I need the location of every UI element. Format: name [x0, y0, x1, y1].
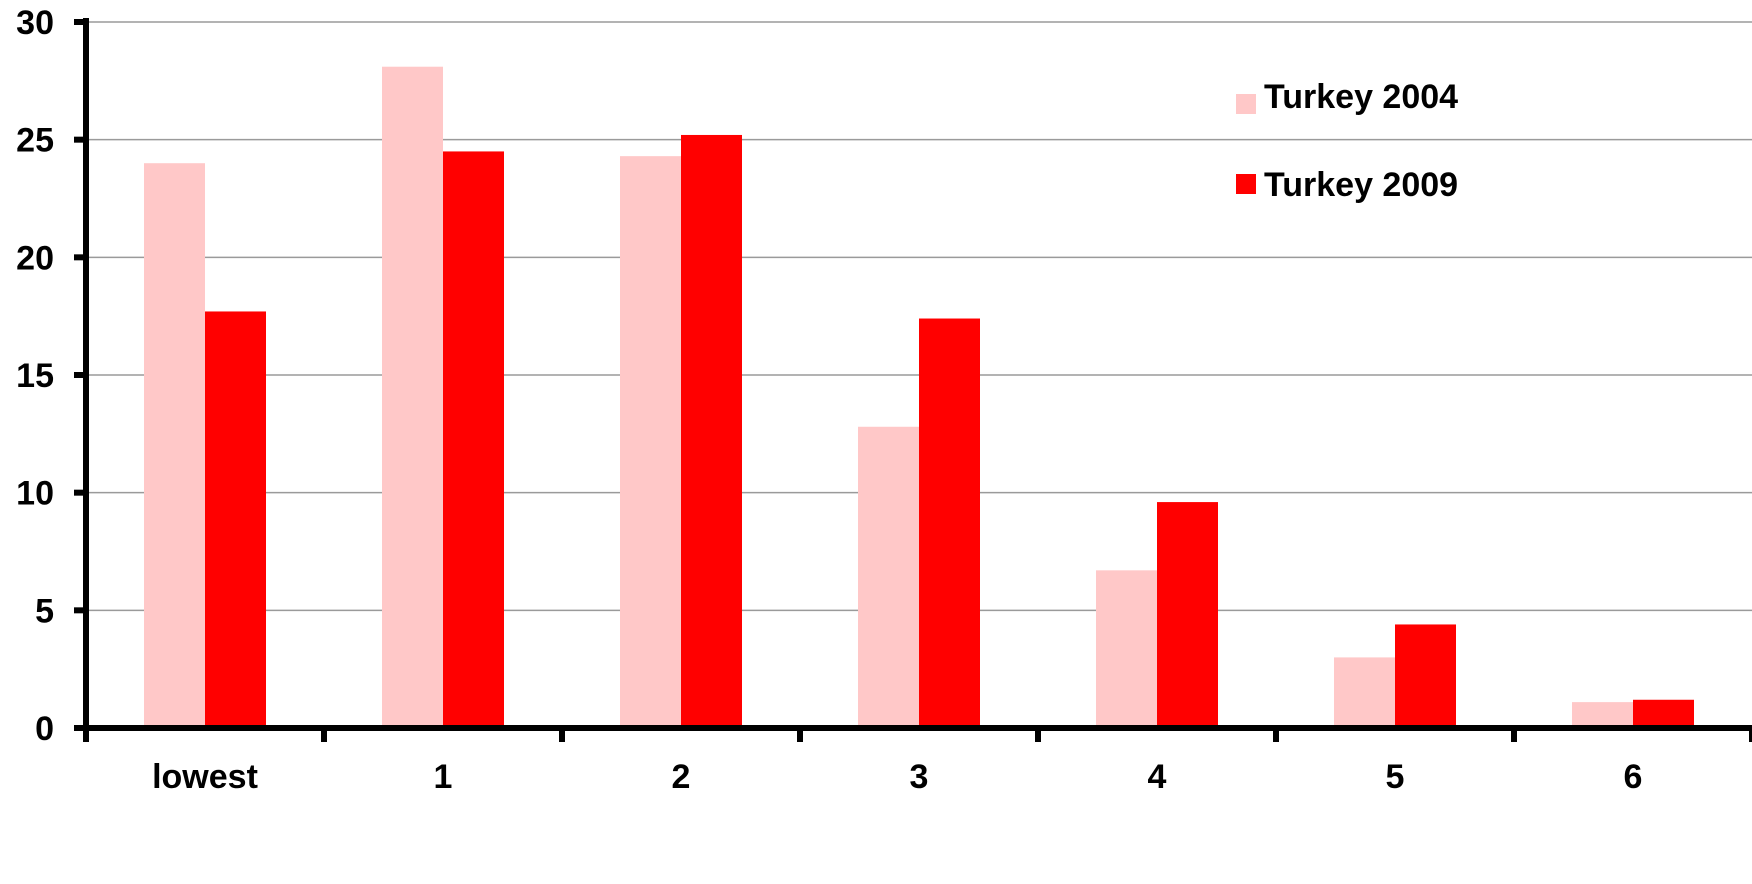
y-axis-ticks: 0 5 10 15 20 25 30: [16, 4, 86, 748]
legend-swatch-turkey-2004: [1236, 94, 1256, 114]
legend-label-turkey-2004: Turkey 2004: [1264, 78, 1458, 116]
y-tick-label-5: 5: [35, 592, 54, 630]
x-tick-label-1: 1: [434, 758, 453, 796]
bar-turkey-2009-1: [443, 151, 504, 728]
bar-turkey-2004-3: [858, 426, 919, 728]
bar-turkey-2009-2: [681, 134, 742, 728]
x-tick-label-3: 3: [910, 758, 929, 796]
y-tick-label-0: 0: [35, 710, 54, 748]
y-tick-label-20: 20: [16, 239, 54, 277]
legend-label-turkey-2009: Turkey 2009: [1264, 166, 1458, 204]
x-tick-label-lowest: lowest: [152, 758, 258, 796]
bar-series: [144, 66, 1694, 729]
bar-turkey-2004-1: [382, 66, 443, 729]
legend: Turkey 2004 Turkey 2009: [1236, 78, 1458, 204]
x-tick-label-5: 5: [1386, 758, 1405, 796]
x-tick-label-4: 4: [1148, 758, 1167, 796]
bar-turkey-2009-5: [1395, 624, 1456, 728]
bar-turkey-2004-4: [1096, 570, 1157, 728]
x-tick-label-6: 6: [1624, 758, 1643, 796]
y-tick-label-25: 25: [16, 122, 54, 160]
bar-turkey-2004-6: [1572, 702, 1633, 728]
y-tick-label-30: 30: [16, 4, 54, 42]
legend-swatch-turkey-2009: [1236, 174, 1256, 194]
y-tick-label-10: 10: [16, 475, 54, 513]
y-tick-label-15: 15: [16, 357, 54, 395]
x-axis-ticks: lowest 1 2 3 4 5 6: [152, 728, 1752, 796]
bar-turkey-2009-4: [1157, 502, 1218, 728]
x-tick-label-2: 2: [672, 758, 691, 796]
bar-turkey-2004-2: [620, 156, 681, 728]
bar-turkey-2004-lowest: [144, 163, 205, 728]
bar-turkey-2009-6: [1633, 699, 1694, 728]
bar-turkey-2009-lowest: [205, 311, 266, 728]
bar-turkey-2009-3: [919, 318, 980, 728]
bar-turkey-2004-5: [1334, 657, 1395, 728]
